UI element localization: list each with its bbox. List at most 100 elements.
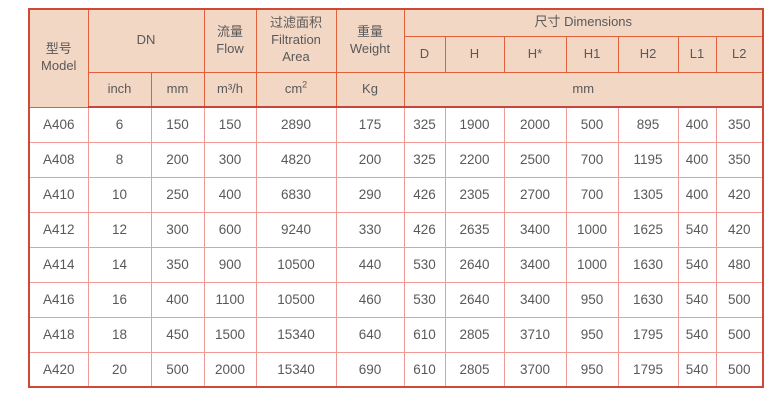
header-dim-l1: L1 <box>677 35 717 73</box>
header-weight-zh: 重量 <box>356 23 383 39</box>
value-cell: 10500 <box>255 246 337 283</box>
value-cell: 610 <box>403 316 446 353</box>
value-cell: 440 <box>335 246 405 283</box>
value-cell: 426 <box>403 176 446 213</box>
value-cell: 420 <box>715 176 764 213</box>
model-cell: A420 <box>28 351 89 388</box>
value-cell: 450 <box>150 316 205 353</box>
value-cell: 400 <box>677 106 717 143</box>
value-cell: 2305 <box>444 176 505 213</box>
value-cell: 1900 <box>444 106 505 143</box>
unit-area-base: cm <box>284 80 303 96</box>
header-model-en: Model <box>41 58 77 74</box>
model-cell: A406 <box>28 106 89 143</box>
header-flow-zh: 流量 <box>216 23 243 39</box>
filter-spec-table: 型号 Model DN 流量 Flow 过滤面积 Filtration Area… <box>28 8 765 388</box>
value-cell: 2805 <box>444 316 505 353</box>
header-dimensions: 尺寸 Dimensions <box>403 8 764 37</box>
header-dn: DN <box>87 8 205 73</box>
value-cell: 690 <box>335 351 405 388</box>
model-cell: A416 <box>28 281 89 318</box>
header-dim-l2: L2 <box>715 35 764 73</box>
value-cell: 4820 <box>255 141 337 178</box>
value-cell: 2500 <box>503 141 567 178</box>
value-cell: 150 <box>150 106 205 143</box>
value-cell: 540 <box>677 316 717 353</box>
value-cell: 200 <box>335 141 405 178</box>
value-cell: 950 <box>565 316 619 353</box>
value-cell: 480 <box>715 246 764 283</box>
model-cell: A418 <box>28 316 89 353</box>
header-model-zh: 型号 <box>45 41 72 57</box>
value-cell: 400 <box>677 176 717 213</box>
value-cell: 6830 <box>255 176 337 213</box>
spec-table-container: 型号 Model DN 流量 Flow 过滤面积 Filtration Area… <box>28 8 765 388</box>
value-cell: 1500 <box>203 316 257 353</box>
value-cell: 1305 <box>617 176 679 213</box>
value-cell: 350 <box>715 141 764 178</box>
table-row: A410 10 250 400 6830 290 426 2305 2700 700 1305 400… <box>28 176 764 213</box>
table-header: 型号 Model DN 流量 Flow 过滤面积 Filtration Area… <box>28 8 764 108</box>
value-cell: 10500 <box>255 281 337 318</box>
value-cell: 950 <box>565 281 619 318</box>
header-row-1: 型号 Model DN 流量 Flow 过滤面积 Filtration Area… <box>28 8 764 108</box>
value-cell: 2890 <box>255 106 337 143</box>
table-row: A406 6 150 150 2890 175 325 1900 2000 500 895 400 35… <box>28 106 764 143</box>
unit-flow-m3h: m³/h <box>203 71 257 108</box>
value-cell: 540 <box>677 211 717 248</box>
value-cell: 1630 <box>617 246 679 283</box>
value-cell: 540 <box>677 281 717 318</box>
value-cell: 3400 <box>503 246 567 283</box>
model-cell: A414 <box>28 246 89 283</box>
value-cell: 500 <box>715 316 764 353</box>
value-cell: 14 <box>87 246 152 283</box>
value-cell: 610 <box>403 351 446 388</box>
value-cell: 1000 <box>565 211 619 248</box>
value-cell: 200 <box>150 141 205 178</box>
header-weight-en: Weight <box>349 40 391 56</box>
value-cell: 1000 <box>565 246 619 283</box>
value-cell: 300 <box>150 211 205 248</box>
value-cell: 400 <box>677 141 717 178</box>
value-cell: 1100 <box>203 281 257 318</box>
value-cell: 640 <box>335 316 405 353</box>
value-cell: 20 <box>87 351 152 388</box>
value-cell: 2640 <box>444 246 505 283</box>
value-cell: 900 <box>203 246 257 283</box>
value-cell: 350 <box>150 246 205 283</box>
value-cell: 250 <box>150 176 205 213</box>
value-cell: 3400 <box>503 281 567 318</box>
value-cell: 10 <box>87 176 152 213</box>
value-cell: 530 <box>403 246 446 283</box>
value-cell: 290 <box>335 176 405 213</box>
header-row-units: inch mm m³/h cm2 Kg mm <box>29 71 764 108</box>
table-row: A416 16 400 1100 10500 460 530 2640 3400 950 1630 5… <box>28 281 764 318</box>
value-cell: 18 <box>87 316 152 353</box>
value-cell: 2700 <box>503 176 567 213</box>
header-row-2: D H H* H1 H2 L1 L2 <box>29 35 764 73</box>
value-cell: 500 <box>150 351 205 388</box>
value-cell: 600 <box>203 211 257 248</box>
value-cell: 530 <box>403 281 446 318</box>
value-cell: 175 <box>335 106 405 143</box>
value-cell: 150 <box>203 106 257 143</box>
header-model: 型号 Model <box>28 8 89 108</box>
value-cell: 330 <box>335 211 405 248</box>
value-cell: 1795 <box>617 316 679 353</box>
value-cell: 15340 <box>255 316 337 353</box>
value-cell: 12 <box>87 211 152 248</box>
value-cell: 2805 <box>444 351 505 388</box>
unit-weight-kg: Kg <box>335 71 405 108</box>
value-cell: 350 <box>715 106 764 143</box>
table-row: A420 20 500 2000 15340 690 610 2805 3700 950 1795 5… <box>28 351 764 388</box>
value-cell: 1195 <box>617 141 679 178</box>
unit-dimensions-mm: mm <box>403 71 764 108</box>
table-body: A406 6 150 150 2890 175 325 1900 2000 500 895 400 35… <box>28 106 764 388</box>
value-cell: 15340 <box>255 351 337 388</box>
value-cell: 325 <box>403 141 446 178</box>
value-cell: 8 <box>87 141 152 178</box>
value-cell: 9240 <box>255 211 337 248</box>
value-cell: 2640 <box>444 281 505 318</box>
value-cell: 3710 <box>503 316 567 353</box>
unit-mm: mm <box>150 71 205 108</box>
